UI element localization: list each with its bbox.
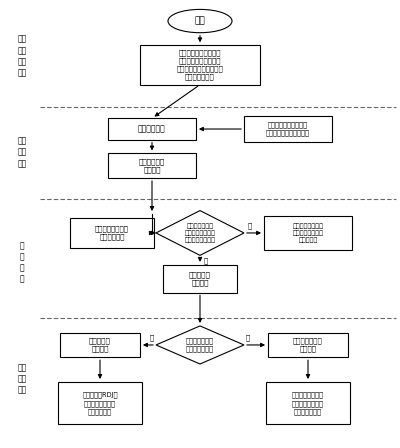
Text: 处理器分析极化
相位差是否随机: 处理器分析极化 相位差是否随机 [186, 338, 214, 352]
Text: 处理器确定接收信
号的极化矢量: 处理器确定接收信 号的极化矢量 [95, 226, 129, 240]
FancyBboxPatch shape [264, 216, 352, 250]
Text: 处理器比较发射
信号和接收信号的
极化矢量是否一致: 处理器比较发射 信号和接收信号的 极化矢量是否一致 [184, 223, 216, 243]
Text: 否: 否 [203, 258, 208, 264]
Polygon shape [156, 211, 244, 255]
FancyBboxPatch shape [108, 118, 196, 140]
Text: 干扰信号为地形
反弹干扰: 干扰信号为地形 反弹干扰 [293, 338, 323, 352]
Text: 发射
预定
极化
信号: 发射 预定 极化 信号 [17, 35, 27, 77]
FancyBboxPatch shape [70, 218, 154, 247]
FancyBboxPatch shape [60, 332, 140, 358]
Text: 接收
回波
信号: 接收 回波 信号 [17, 137, 27, 168]
Text: 处理器启动相应抗
干扰程序，重新获
取目标表面回波: 处理器启动相应抗 干扰程序，重新获 取目标表面回波 [292, 392, 324, 414]
Text: 干扰机发射干扰信号以
及干扰目标表面回波信号: 干扰机发射干扰信号以 及干扰目标表面回波信号 [266, 122, 310, 136]
Text: 处理器判定
存在干扰: 处理器判定 存在干扰 [189, 271, 211, 286]
Polygon shape [156, 326, 244, 364]
Text: 识别
干扰
类型: 识别 干扰 类型 [17, 363, 27, 394]
Text: 机载雷达向期望目标方
向发射垂直或水平极化
信号；（处理器决定发射
信号极化方式）: 机载雷达向期望目标方 向发射垂直或水平极化 信号；（处理器决定发射 信号极化方式… [177, 49, 223, 81]
Text: 开始: 开始 [195, 17, 205, 26]
Text: 信号到达目标: 信号到达目标 [138, 125, 166, 134]
Text: 否: 否 [150, 335, 154, 341]
Text: 处理器启动RDJ抗
干扰程序，跟踪干
扰源所在方向: 处理器启动RDJ抗 干扰程序，跟踪干 扰源所在方向 [82, 392, 118, 414]
Text: 是: 是 [247, 223, 252, 229]
Text: 处理器判定干扰不
存在，并对回波进
行常规处理: 处理器判定干扰不 存在，并对回波进 行常规处理 [292, 223, 324, 243]
FancyBboxPatch shape [140, 45, 260, 85]
Text: 干
扰
检
测: 干 扰 检 测 [20, 241, 24, 283]
Text: 是: 是 [246, 335, 250, 341]
Text: 干扰信号为
直达干扰: 干扰信号为 直达干扰 [89, 338, 111, 352]
Ellipse shape [168, 9, 232, 33]
FancyBboxPatch shape [163, 265, 237, 293]
FancyBboxPatch shape [244, 116, 332, 142]
FancyBboxPatch shape [268, 332, 348, 358]
Text: 机载雷达接收
回波信号: 机载雷达接收 回波信号 [139, 159, 165, 173]
FancyBboxPatch shape [58, 382, 142, 425]
FancyBboxPatch shape [108, 153, 196, 178]
FancyBboxPatch shape [266, 382, 350, 425]
